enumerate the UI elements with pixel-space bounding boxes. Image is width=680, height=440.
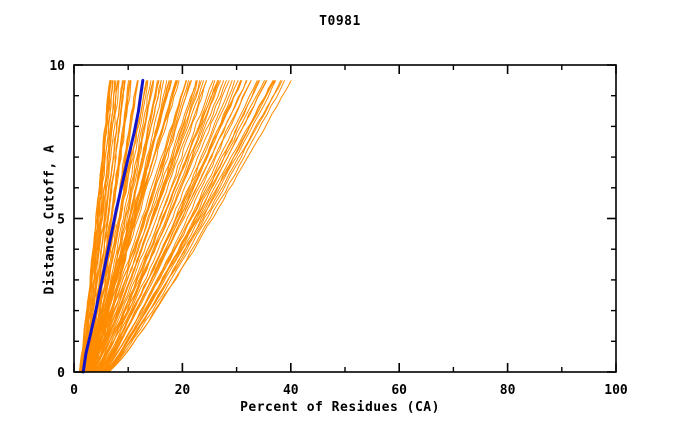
prediction-curve (80, 80, 113, 373)
x-tick-label: 60 (391, 383, 407, 398)
prediction-curve (92, 80, 214, 373)
prediction-curve (105, 80, 276, 373)
prediction-curve (83, 80, 178, 373)
prediction-curve (89, 80, 191, 373)
prediction-curve (91, 80, 205, 373)
prediction-curve (102, 80, 252, 373)
x-tick-label: 40 (283, 383, 299, 398)
prediction-curve (103, 80, 266, 373)
prediction-curve (94, 80, 208, 373)
prediction-curve (85, 80, 179, 373)
prediction-curve (80, 80, 112, 373)
y-tick-label: 5 (57, 213, 65, 228)
prediction-curve (86, 80, 187, 373)
prediction-curve (107, 80, 277, 373)
prediction-curve (96, 80, 227, 373)
x-tick-label: 80 (500, 383, 516, 398)
highlighted-curve (81, 78, 145, 374)
prediction-curve (82, 80, 173, 373)
prediction-curve (108, 80, 292, 373)
prediction-curve (94, 80, 222, 373)
prediction-curve (89, 80, 197, 373)
prediction-curve (90, 80, 160, 373)
prediction-curve (88, 80, 190, 373)
prediction-curve (93, 80, 219, 373)
prediction-curve (83, 80, 124, 373)
prediction-curve (105, 80, 282, 373)
prediction-curve (85, 80, 180, 373)
x-tick-label: 0 (70, 383, 78, 398)
y-tick-label: 0 (57, 366, 65, 381)
chart-title: T0981 (319, 14, 361, 29)
prediction-curve (86, 80, 132, 373)
prediction-curve (83, 80, 119, 373)
prediction-curves-group (78, 80, 292, 373)
prediction-curve (107, 80, 283, 373)
x-tick-label: 100 (604, 383, 628, 398)
prediction-curve (87, 80, 193, 373)
prediction-curve (99, 80, 242, 373)
y-tick-label: 10 (49, 59, 65, 74)
prediction-curve (97, 80, 230, 373)
x-axis-label: Percent of Residues (CA) (240, 400, 440, 415)
prediction-curve (78, 80, 111, 373)
x-tick-label: 20 (175, 383, 191, 398)
